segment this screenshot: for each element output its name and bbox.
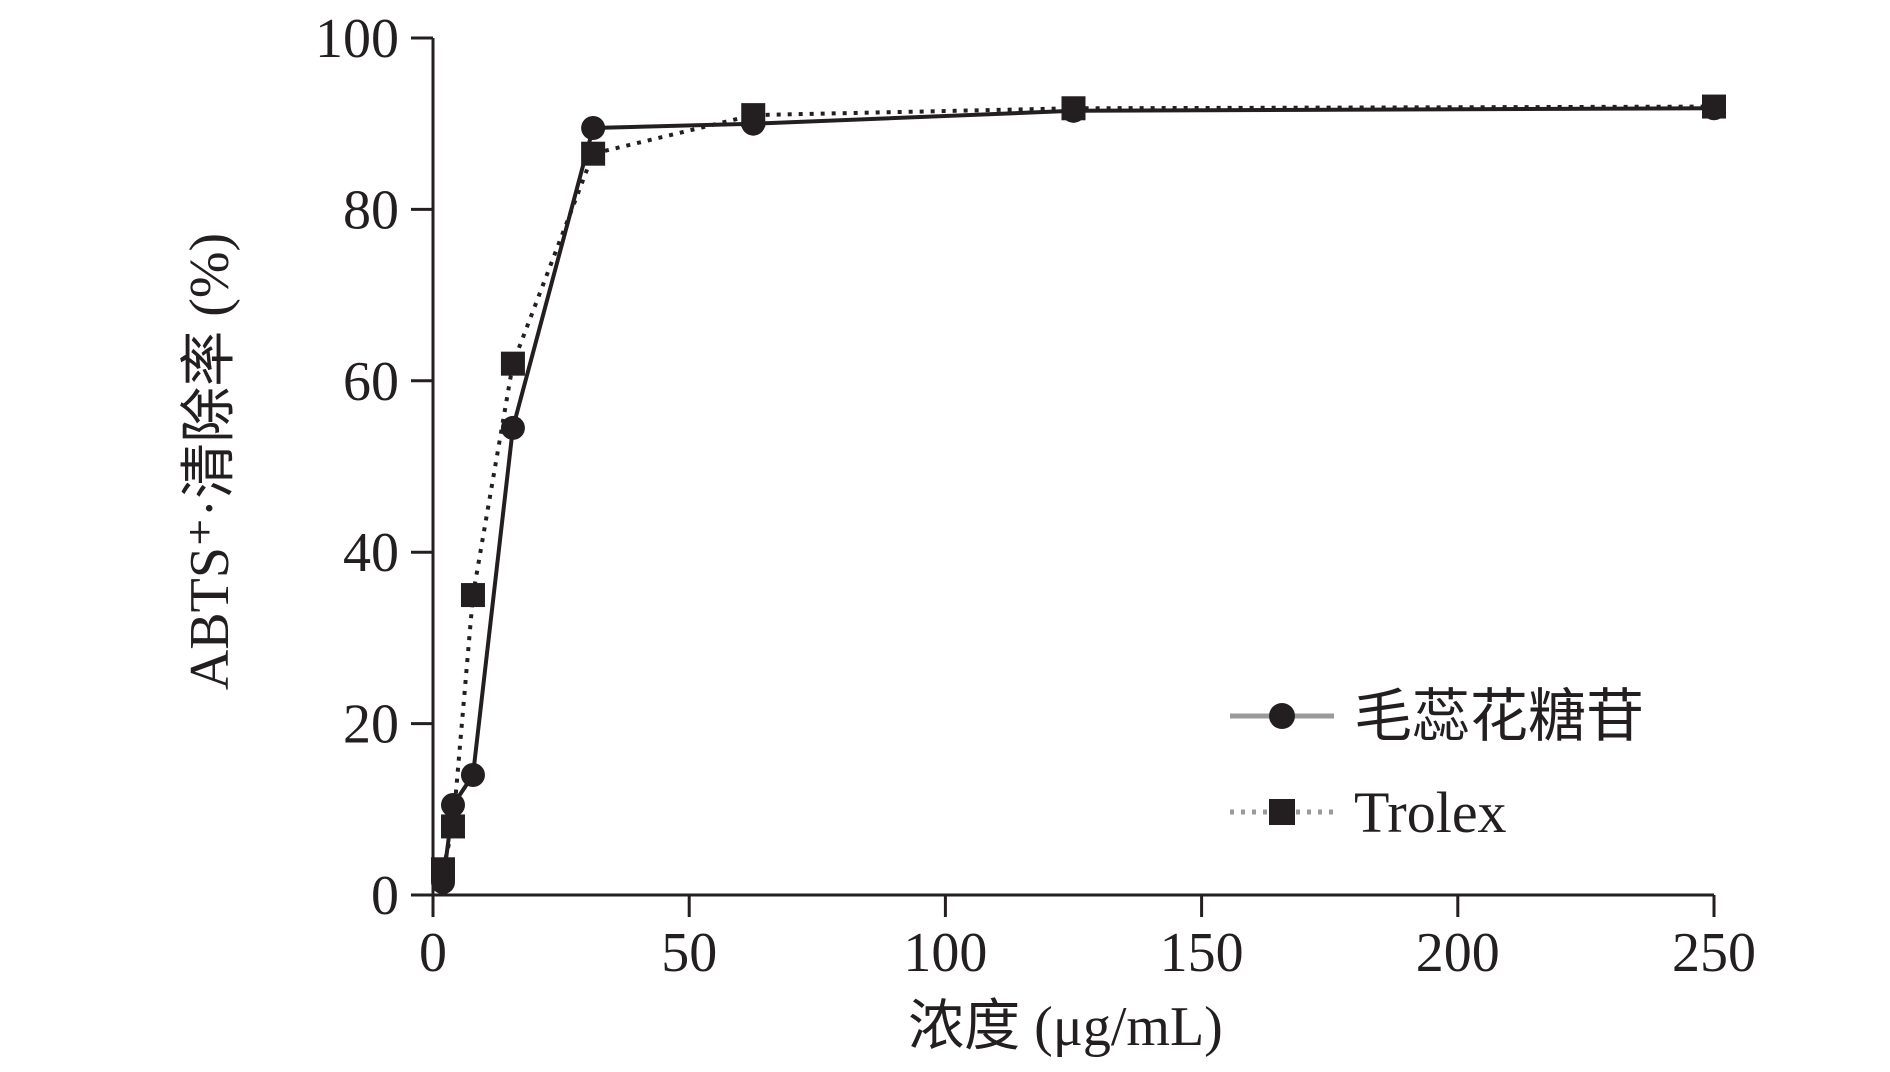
axes: 0 20 40 60 80 100 0 50 100 150 200 250	[315, 8, 1756, 984]
data-point-square	[741, 103, 766, 128]
data-point-square	[1702, 94, 1726, 119]
x-tick-label: 0	[419, 922, 447, 984]
x-tick-label: 200	[1416, 922, 1500, 984]
data-point-square	[460, 583, 485, 608]
y-tick-label: 80	[343, 179, 399, 241]
y-tick-label: 100	[315, 8, 399, 70]
x-tick-label: 50	[661, 922, 717, 984]
x-tick-label: 150	[1160, 922, 1244, 984]
series-layer	[430, 94, 1726, 895]
y-tick-label: 60	[343, 351, 399, 413]
data-point-square	[440, 814, 465, 839]
legend-item: Trolex	[1230, 780, 1507, 845]
x-tick-label: 100	[903, 922, 987, 984]
series-line	[441, 104, 1715, 870]
data-point-circle	[581, 115, 606, 140]
data-point-square	[430, 857, 455, 882]
legend-label: Trolex	[1354, 780, 1507, 845]
y-tick-label: 20	[343, 694, 399, 756]
x-axis-title: 浓度 (μg/mL)	[908, 996, 1223, 1058]
legend-item: 毛蕊花糖苷	[1230, 684, 1644, 749]
legend-marker-square	[1269, 799, 1295, 825]
data-point-square	[581, 141, 606, 166]
series-1	[430, 96, 1726, 895]
data-point-circle	[440, 793, 465, 818]
legend: 毛蕊花糖苷 Trolex	[1230, 684, 1644, 845]
x-tick-label: 250	[1672, 922, 1756, 984]
series-2	[430, 94, 1726, 882]
data-point-circle	[500, 415, 525, 440]
data-point-square	[1061, 96, 1086, 121]
series-line	[441, 106, 1715, 883]
y-axis-title: ABTS⁺·清除率 (%)	[179, 233, 241, 690]
data-point-square	[500, 351, 525, 376]
data-point-circle	[460, 763, 485, 788]
legend-marker-circle	[1269, 703, 1295, 729]
legend-label: 毛蕊花糖苷	[1354, 684, 1644, 749]
y-tick-label: 0	[371, 865, 399, 927]
y-tick-label: 40	[343, 522, 399, 584]
